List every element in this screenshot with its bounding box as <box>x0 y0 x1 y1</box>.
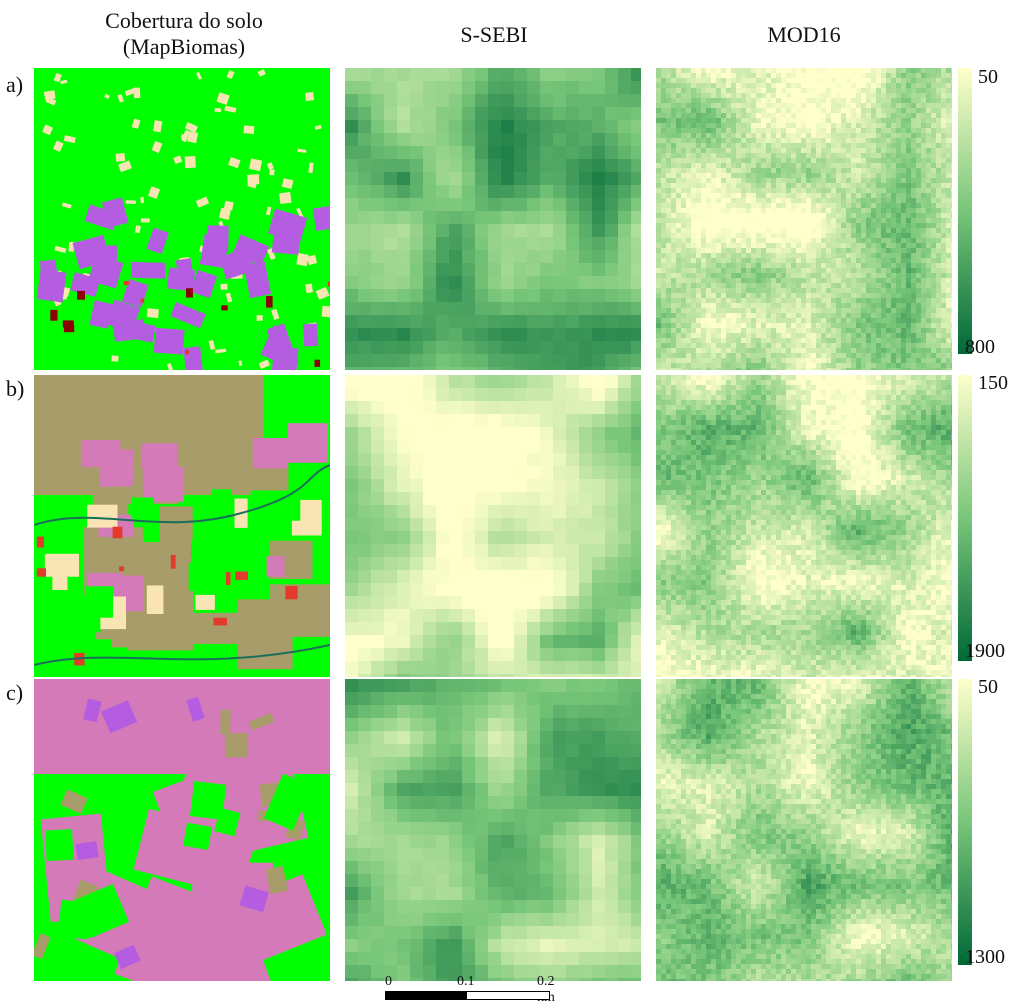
colorbar-c-bottom-label: 1300 <box>965 946 1005 968</box>
map-mod16-a <box>656 68 952 370</box>
column-title-land-cover-line2: (MapBiomas) <box>122 34 246 59</box>
column-title-land-cover-line1: Cobertura do solo <box>105 8 263 33</box>
colorbar-c-top-label: 50 <box>978 676 998 698</box>
scale-label-0-1: 0.1 <box>457 974 475 989</box>
scale-segment-black <box>385 991 467 1000</box>
colorbar-a-top-label: 50 <box>978 66 998 88</box>
map-landcover-a <box>34 68 330 370</box>
colorbar-b-top-label: 150 <box>978 372 1008 394</box>
colorbar-c <box>958 679 972 965</box>
colorbar-b-bottom-label: 1900 <box>965 640 1005 662</box>
column-title-land-cover: Cobertura do solo (MapBiomas) <box>64 8 304 60</box>
scale-bar: 0 0.1 0.2 km <box>385 974 560 1005</box>
row-label-b: b) <box>6 376 25 401</box>
map-landcover-b <box>34 375 330 677</box>
map-mod16-b <box>656 375 952 677</box>
colorbar-b <box>958 375 972 661</box>
column-title-mod16: MOD16 <box>767 22 841 47</box>
scale-label-0: 0 <box>385 974 392 989</box>
row-label-a: a) <box>6 72 24 97</box>
map-ssebi-c <box>345 679 641 981</box>
scale-label-0-2-km: 0.2 km <box>537 974 555 1005</box>
map-ssebi-a <box>345 68 641 370</box>
colorbar-a-bottom-label: 800 <box>965 336 995 358</box>
map-mod16-c <box>656 679 952 981</box>
scale-segment-white <box>466 991 550 1000</box>
colorbar-a <box>958 68 972 354</box>
row-label-c: c) <box>6 680 24 705</box>
map-landcover-c <box>34 679 330 981</box>
column-title-ssebi: S-SEBI <box>460 22 528 47</box>
map-ssebi-b <box>345 375 641 677</box>
